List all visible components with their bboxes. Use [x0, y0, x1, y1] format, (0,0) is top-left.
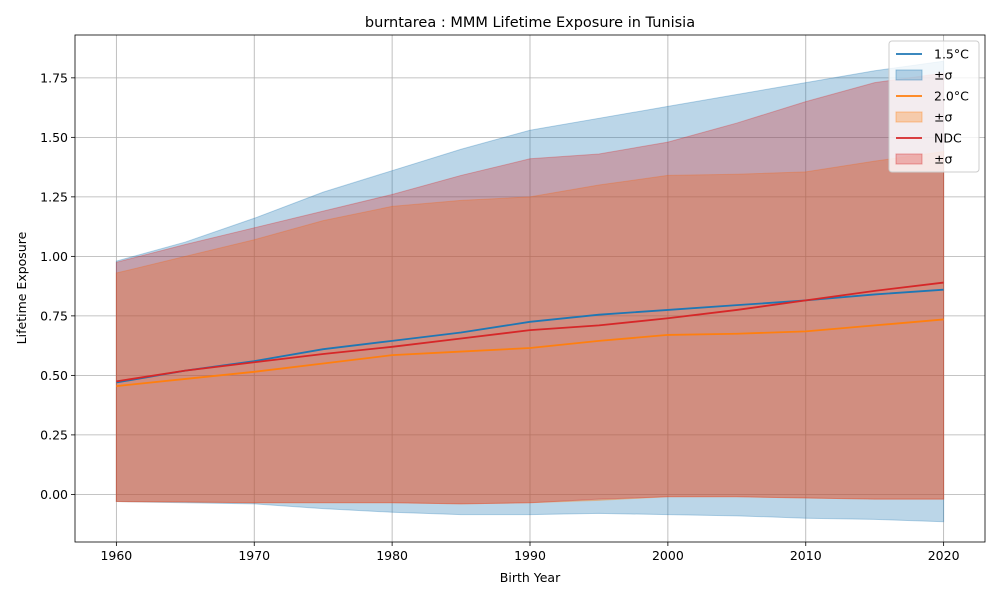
y-tick-label: 0.00 — [40, 487, 68, 502]
x-tick-label: 1970 — [238, 548, 270, 563]
y-ticks: 0.00 0.25 0.50 0.75 1.00 1.25 1.50 1.75 — [40, 70, 75, 502]
legend-label: 1.5°C — [934, 47, 969, 62]
y-axis-label: Lifetime Exposure — [14, 231, 29, 344]
legend-band-label: ±σ — [934, 110, 952, 125]
legend: 1.5°C ±σ 2.0°C ±σ NDC ±σ — [888, 40, 980, 173]
legend-band-swatch — [895, 69, 923, 81]
x-tick-label: 2010 — [790, 548, 822, 563]
y-tick-label: 0.50 — [40, 368, 68, 383]
legend-label: 2.0°C — [934, 89, 969, 104]
y-tick-label: 0.25 — [40, 427, 68, 442]
x-tick-label: 1990 — [514, 548, 546, 563]
band-2-0-c — [115, 151, 945, 505]
line-2-0-c — [116, 318, 944, 387]
x-ticks: 1960 1970 1980 1990 2000 2010 2020 — [100, 542, 960, 563]
legend-band-swatch — [895, 153, 923, 165]
line-ndc — [116, 281, 944, 383]
x-tick-label: 2000 — [652, 548, 684, 563]
y-tick-label: 1.00 — [40, 249, 68, 264]
band-1-5-c — [115, 60, 945, 523]
x-tick-label: 1960 — [100, 548, 132, 563]
x-axis-label: Birth Year — [500, 570, 561, 585]
band-ndc — [115, 72, 945, 505]
y-tick-label: 1.25 — [40, 189, 68, 204]
x-tick-label: 1980 — [376, 548, 408, 563]
chart-title: burntarea : MMM Lifetime Exposure in Tun… — [365, 15, 695, 31]
legend-band-label: ±σ — [934, 68, 952, 83]
legend-band-label: ±σ — [934, 152, 952, 167]
legend-band-swatch — [895, 111, 923, 123]
legend-frame — [888, 40, 980, 173]
series-lines — [116, 281, 944, 387]
error-bands — [115, 60, 945, 523]
y-tick-label: 1.50 — [40, 130, 68, 145]
y-tick-label: 0.75 — [40, 308, 68, 323]
x-tick-label: 2020 — [928, 548, 960, 563]
legend-label: NDC — [934, 131, 962, 146]
y-tick-label: 1.75 — [40, 70, 68, 85]
grid — [75, 35, 985, 542]
